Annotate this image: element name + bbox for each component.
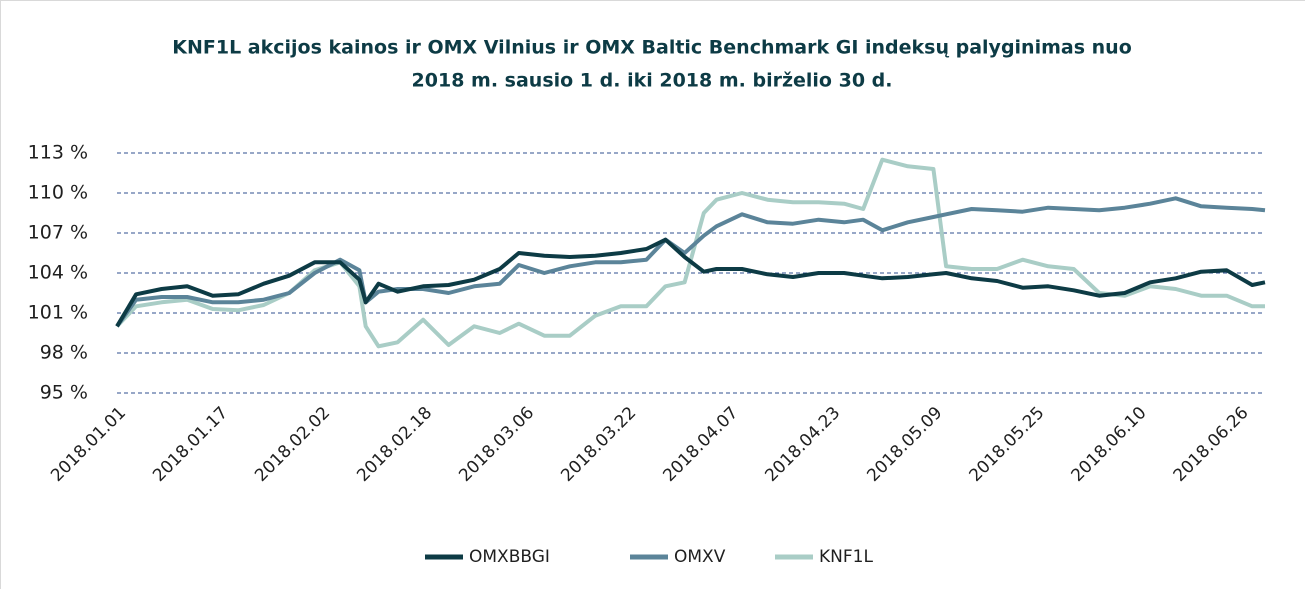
chart-title: KNF1L akcijos kainos ir OMX Vilnius ir O… [172, 37, 1132, 59]
y-tick-label: 101 % [28, 302, 88, 324]
x-tick-label: 2018.04.07 [659, 403, 742, 486]
x-tick-label: 2018.06.10 [1068, 403, 1151, 486]
x-tick-label: 2018.06.26 [1170, 403, 1253, 486]
x-tick-label: 2018.01.01 [47, 403, 130, 486]
chart-title: 2018 m. sausio 1 d. iki 2018 m. birželio… [412, 70, 893, 92]
legend-label: OMXV [674, 547, 726, 567]
series-line [115, 196, 1266, 328]
x-tick-label: 2018.03.22 [557, 403, 640, 486]
x-tick-label: 2018.01.17 [149, 403, 232, 486]
y-tick-label: 110 % [28, 182, 88, 204]
x-tick-label: 2018.05.09 [863, 403, 946, 486]
y-tick-label: 98 % [40, 342, 88, 364]
x-tick-label: 2018.05.25 [965, 403, 1048, 486]
y-tick-label: 104 % [28, 262, 88, 284]
y-tick-label: 113 % [28, 142, 88, 164]
legend-label: OMXBBGI [469, 547, 550, 567]
x-tick-label: 2018.04.23 [761, 403, 844, 486]
legend-label: KNF1L [819, 547, 873, 567]
x-tick-label: 2018.02.02 [251, 403, 334, 486]
series-line [115, 237, 1266, 328]
x-tick-label: 2018.02.18 [353, 403, 436, 486]
y-tick-label: 95 % [40, 382, 88, 404]
series-line [115, 157, 1265, 349]
x-tick-label: 2018.03.06 [455, 403, 538, 486]
y-tick-label: 107 % [28, 222, 88, 244]
